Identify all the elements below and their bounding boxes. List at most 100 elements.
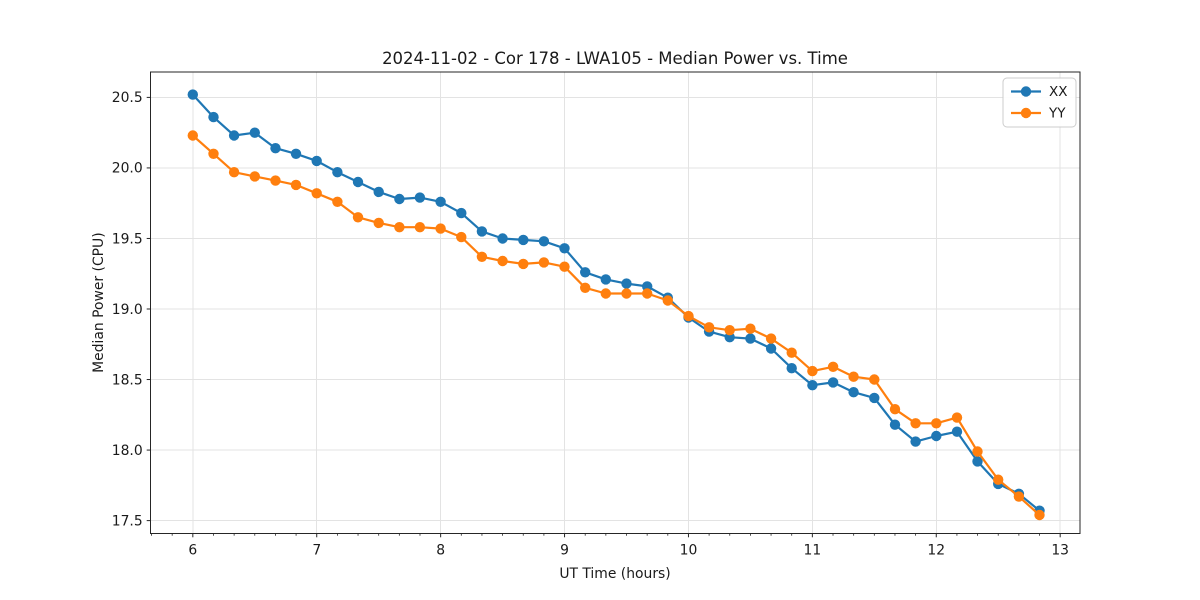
x-tick-label: 8 <box>436 542 445 558</box>
data-point <box>972 446 983 457</box>
data-point <box>910 418 921 429</box>
data-point <box>745 323 756 334</box>
data-point <box>972 456 983 467</box>
series-xx-points <box>187 89 1045 516</box>
data-point <box>476 226 488 237</box>
data-point <box>456 231 467 243</box>
data-point <box>456 207 467 219</box>
legend-item-yy: YY <box>1011 106 1066 122</box>
data-point <box>745 333 756 344</box>
legend-label: YY <box>1048 106 1066 122</box>
data-point <box>476 251 488 262</box>
chart-title: 2024-11-02 - Cor 178 - LWA105 - Median P… <box>382 49 848 68</box>
y-tick-label: 18.5 <box>112 372 143 388</box>
legend-label: XX <box>1049 84 1068 100</box>
y-tick-label: 19.0 <box>112 302 143 318</box>
data-point <box>559 243 570 254</box>
data-point <box>435 223 446 234</box>
data-point <box>724 325 735 336</box>
x-tick-label: 6 <box>188 542 197 558</box>
data-point <box>703 322 715 333</box>
legend-item-xx: XX <box>1011 84 1068 100</box>
data-point <box>414 222 426 233</box>
data-point <box>580 282 591 293</box>
data-point <box>187 89 198 100</box>
x-tick-label: 13 <box>1051 542 1069 558</box>
data-point <box>249 171 260 182</box>
data-point <box>352 176 364 188</box>
y-tick-label: 20.5 <box>112 90 143 106</box>
data-point <box>394 222 405 233</box>
y-tick-label: 20.0 <box>112 161 143 177</box>
x-axis-label: UT Time (hours) <box>559 566 670 582</box>
data-point <box>807 380 818 391</box>
y-tick-label: 19.5 <box>112 231 143 247</box>
data-point <box>931 430 942 442</box>
data-point <box>187 130 198 141</box>
data-point <box>993 474 1004 485</box>
data-point <box>559 261 570 272</box>
data-point <box>600 274 611 285</box>
data-point <box>765 343 777 354</box>
series-layer <box>187 89 1045 521</box>
data-point <box>352 212 364 223</box>
data-point <box>600 288 611 299</box>
axes-layer: 6 7 8 9 10 11 12 13 17.5 18.0 18.5 19.0 19.5 20.0 20.5 <box>112 71 1081 558</box>
data-point <box>848 371 859 382</box>
data-point <box>642 288 653 299</box>
data-point <box>683 310 694 322</box>
data-point <box>1013 491 1025 502</box>
data-point <box>497 233 508 244</box>
data-point <box>373 217 384 229</box>
legend-marker <box>1020 86 1032 97</box>
data-point <box>889 419 901 430</box>
x-tick-label: 7 <box>312 542 321 558</box>
data-point <box>869 392 880 404</box>
data-point <box>807 365 818 377</box>
data-point <box>538 257 550 268</box>
data-point <box>394 193 405 205</box>
series-yy-points <box>187 130 1045 521</box>
data-point <box>208 148 219 159</box>
data-point <box>435 196 446 207</box>
data-point <box>951 426 963 437</box>
data-point <box>827 377 839 388</box>
plot-border <box>150 71 1081 534</box>
data-point <box>414 192 426 203</box>
data-point <box>228 130 240 141</box>
data-point <box>910 436 921 447</box>
data-point <box>889 404 901 415</box>
data-point <box>662 295 673 306</box>
data-point <box>311 188 322 199</box>
data-point <box>621 278 632 289</box>
data-point <box>290 179 302 191</box>
data-point <box>270 143 281 154</box>
data-point <box>538 236 550 247</box>
data-point <box>208 111 219 123</box>
grid-layer <box>150 72 1080 534</box>
data-point <box>848 387 859 398</box>
data-point <box>249 127 260 138</box>
data-point <box>270 175 281 186</box>
data-point <box>931 418 942 429</box>
data-point <box>580 267 591 278</box>
data-point <box>311 155 322 167</box>
x-tick-label: 10 <box>680 542 698 558</box>
data-point <box>827 361 839 372</box>
data-point <box>765 333 777 344</box>
data-point <box>786 347 797 358</box>
data-point <box>786 363 797 374</box>
data-point <box>290 148 302 159</box>
data-point <box>518 234 529 246</box>
x-tick-label: 12 <box>927 542 945 558</box>
y-axis-label: Median Power (CPU) <box>91 232 107 372</box>
legend: XX YY <box>1002 77 1077 128</box>
data-point <box>332 167 343 178</box>
legend-marker <box>1020 107 1032 119</box>
data-point <box>869 374 880 385</box>
data-point <box>228 167 240 178</box>
data-point <box>332 196 343 207</box>
data-point <box>518 258 529 270</box>
